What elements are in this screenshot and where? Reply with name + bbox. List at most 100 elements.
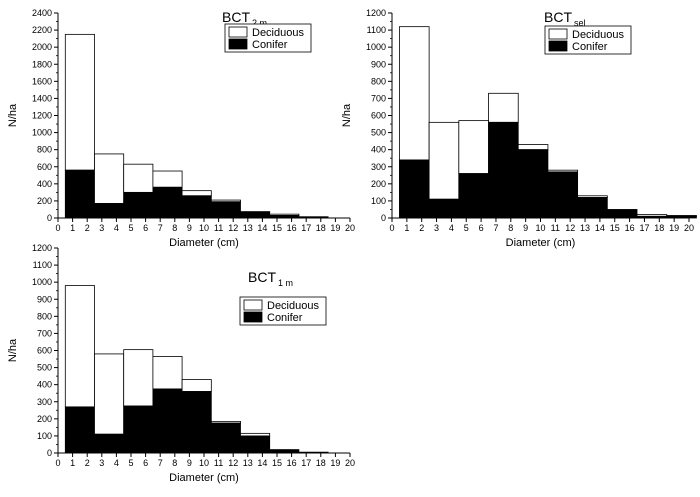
x-tick-label: 13 <box>243 223 253 233</box>
x-tick-label: 3 <box>434 223 439 233</box>
bar-conifer <box>606 209 638 219</box>
y-tick-label: 600 <box>37 346 52 356</box>
x-axis-label: Diameter (cm) <box>169 237 239 249</box>
x-tick-label: 12 <box>565 223 575 233</box>
x-tick-label: 11 <box>214 223 223 233</box>
legend-swatch-deciduous <box>243 299 263 311</box>
y-tick-label: 200 <box>371 179 386 189</box>
bar-conifer <box>210 422 241 454</box>
bar-deciduous <box>517 144 549 151</box>
x-tick-label: 6 <box>479 223 484 233</box>
x-tick-label: 18 <box>316 458 326 468</box>
x-tick-label: 6 <box>143 223 148 233</box>
y-tick-label: 700 <box>371 93 386 103</box>
y-tick-label: 0 <box>47 213 52 223</box>
bar-conifer <box>123 191 154 219</box>
y-tick-label: 1400 <box>32 93 52 103</box>
bar-deciduous <box>94 353 125 435</box>
bar-deciduous <box>152 170 183 188</box>
chart-title-subscript: 2 m <box>252 18 267 28</box>
y-tick-label: 1000 <box>32 128 52 138</box>
x-tick-label: 10 <box>199 458 209 468</box>
x-tick-label: 15 <box>610 223 620 233</box>
x-tick-label: 19 <box>330 223 340 233</box>
y-tick-label: 1000 <box>366 42 386 52</box>
bar-deciduous <box>488 92 519 123</box>
legend-swatch-deciduous <box>228 26 248 38</box>
bar-conifer <box>181 391 212 454</box>
y-axis-label: N/ha <box>7 103 19 127</box>
bar-conifer <box>517 149 549 219</box>
bar-deciduous <box>152 356 183 390</box>
x-tick-label: 15 <box>272 458 282 468</box>
bar-conifer <box>64 169 95 219</box>
x-axis-label: Diameter (cm) <box>169 472 239 484</box>
y-axis-label: N/ha <box>341 103 353 127</box>
x-tick-label: 20 <box>684 223 694 233</box>
legend-label-deciduous: Deciduous <box>252 27 304 39</box>
y-tick-label: 800 <box>37 311 52 321</box>
x-tick-label: 2 <box>85 458 90 468</box>
legend-swatch-deciduous <box>548 28 568 40</box>
y-tick-label: 2000 <box>32 42 52 52</box>
bar-conifer <box>94 433 125 454</box>
x-tick-label: 12 <box>228 223 238 233</box>
x-tick-label: 11 <box>551 223 560 233</box>
chart-title-subscript: 1 m <box>278 278 293 288</box>
bar-deciduous <box>458 120 489 174</box>
x-tick-label: 7 <box>158 458 163 468</box>
x-tick-label: 10 <box>199 223 209 233</box>
x-tick-label: 9 <box>187 458 192 468</box>
chart-title: BCT 2 m <box>222 9 267 28</box>
bar-conifer <box>94 203 125 219</box>
chart-title: BCT 1 m <box>248 269 293 288</box>
x-tick-label: 4 <box>114 223 119 233</box>
chart-title-main: BCT <box>248 269 276 285</box>
x-tick-label: 11 <box>214 458 223 468</box>
y-tick-label: 1200 <box>366 8 386 18</box>
x-tick-label: 15 <box>272 223 282 233</box>
x-tick-label: 1 <box>404 223 409 233</box>
x-tick-label: 14 <box>595 223 605 233</box>
y-tick-label: 200 <box>37 414 52 424</box>
bar-deciduous <box>94 153 125 204</box>
bar-conifer <box>458 173 489 219</box>
x-tick-label: 1 <box>70 223 75 233</box>
y-tick-label: 1200 <box>32 243 52 253</box>
x-tick-label: 2 <box>85 223 90 233</box>
x-tick-label: 14 <box>257 458 267 468</box>
y-tick-label: 800 <box>371 76 386 86</box>
x-tick-label: 16 <box>287 458 297 468</box>
x-tick-label: 19 <box>669 223 679 233</box>
y-tick-label: 1800 <box>32 59 52 69</box>
y-tick-label: 900 <box>37 294 52 304</box>
x-tick-label: 2 <box>419 223 424 233</box>
y-tick-label: 400 <box>37 179 52 189</box>
x-tick-label: 6 <box>143 458 148 468</box>
x-tick-label: 4 <box>449 223 454 233</box>
bar-conifer <box>240 211 271 219</box>
legend-label-conifer: Conifer <box>572 41 608 53</box>
x-tick-label: 8 <box>508 223 513 233</box>
bar-conifer <box>210 201 241 219</box>
x-tick-label: 16 <box>625 223 635 233</box>
y-tick-label: 900 <box>371 59 386 69</box>
chart-title-subscript: sel <box>574 18 586 28</box>
bar-conifer <box>547 171 579 219</box>
bar-deciduous <box>181 379 212 392</box>
x-tick-label: 13 <box>243 458 253 468</box>
x-tick-label: 20 <box>345 223 355 233</box>
bar-conifer <box>152 186 183 219</box>
x-tick-label: 9 <box>523 223 528 233</box>
legend-swatch-conifer <box>243 311 263 323</box>
x-tick-label: 20 <box>345 458 355 468</box>
x-tick-label: 16 <box>287 223 297 233</box>
x-tick-label: 5 <box>128 223 133 233</box>
bar-deciduous <box>64 33 95 171</box>
bar-deciduous <box>123 349 154 407</box>
x-tick-label: 18 <box>654 223 664 233</box>
y-tick-label: 500 <box>37 363 52 373</box>
